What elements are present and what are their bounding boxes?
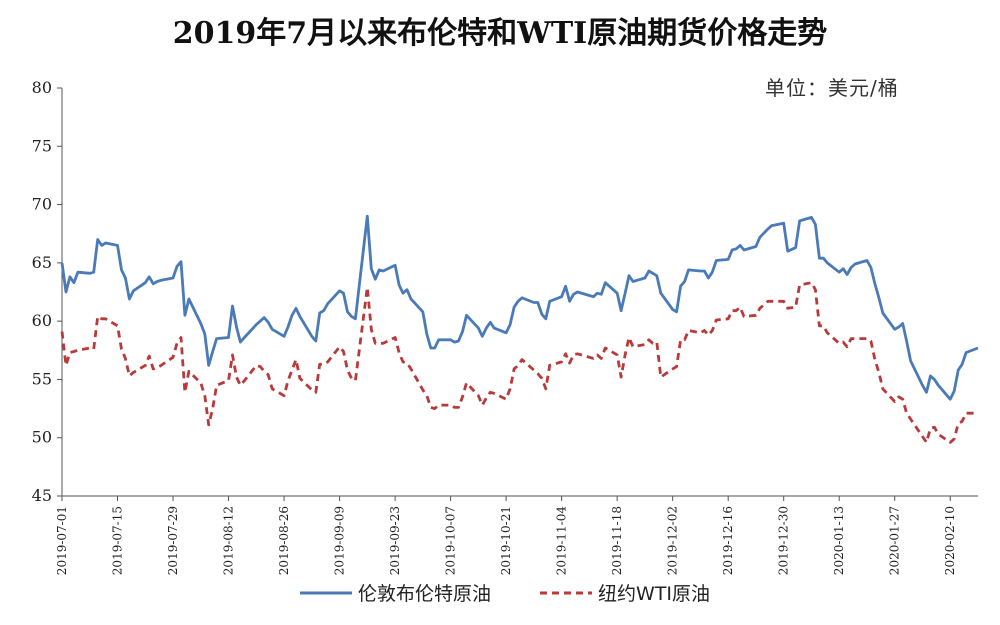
legend-item-wti: 纽约WTI原油 xyxy=(540,579,710,606)
y-tick-label: 80 xyxy=(32,78,52,97)
y-tick-label: 60 xyxy=(32,311,52,330)
unit-label: 单位：美元/桶 xyxy=(765,76,899,100)
x-tick-label: 2019-09-23 xyxy=(388,506,402,575)
y-tick-label: 70 xyxy=(32,195,52,214)
x-tick-label: 2019-12-30 xyxy=(777,506,791,575)
legend-label-wti: 纽约WTI原油 xyxy=(598,583,710,605)
x-tick-label: 2019-07-01 xyxy=(55,506,69,575)
x-tick-label: 2020-02-10 xyxy=(943,506,957,575)
x-tick-label: 2019-10-21 xyxy=(499,506,513,575)
series-line-brent xyxy=(60,214,979,401)
legend-swatch-wti xyxy=(540,591,592,594)
legend-label-brent: 伦敦布伦特原油 xyxy=(358,583,492,605)
x-tick-label: 2019-12-16 xyxy=(721,506,735,575)
x-tick-label: 2019-12-02 xyxy=(666,506,680,575)
y-tick-label: 75 xyxy=(32,136,52,155)
x-tick-label: 2019-07-15 xyxy=(111,506,125,575)
y-axis: 45 50 55 60 65 70 75 80 xyxy=(32,78,63,505)
x-tick-label: 2019-11-18 xyxy=(610,506,624,575)
legend-swatch-brent xyxy=(300,591,352,594)
x-tick-label: 2019-08-26 xyxy=(277,506,291,575)
y-tick-label: 50 xyxy=(32,428,52,447)
series-line-wti xyxy=(60,281,978,444)
x-tick-label: 2020-01-13 xyxy=(832,506,846,575)
x-tick-label: 2019-09-09 xyxy=(333,506,347,575)
chart-title: 2019年7月以来布伦特和WTI原油期货价格走势 xyxy=(172,16,828,51)
x-tick-label: 2019-07-29 xyxy=(166,506,180,575)
x-tick-label: 2020-01-27 xyxy=(888,506,902,575)
y-tick-label: 55 xyxy=(32,369,52,388)
legend-item-brent: 伦敦布伦特原油 xyxy=(300,579,491,606)
x-axis: 2019-07-01 2019-07-15 2019-07-29 2019-08-12… xyxy=(55,495,978,576)
series-layer xyxy=(60,214,979,444)
y-tick-label: 45 xyxy=(32,486,52,505)
x-tick-label: 2019-10-07 xyxy=(444,506,458,575)
y-tick-label: 65 xyxy=(32,253,52,272)
x-tick-label: 2019-11-04 xyxy=(555,506,569,576)
x-tick-label: 2019-08-12 xyxy=(222,506,236,575)
legend: 伦敦布伦特原油 纽约WTI原油 xyxy=(300,579,740,611)
